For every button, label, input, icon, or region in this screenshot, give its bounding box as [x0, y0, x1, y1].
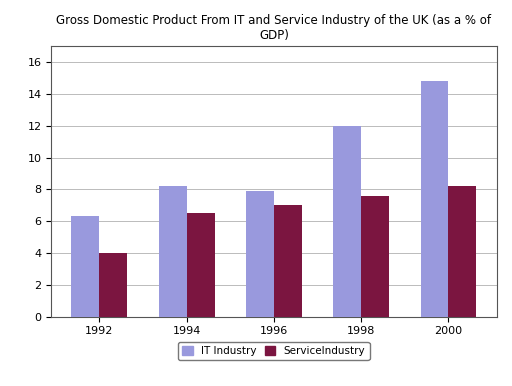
Bar — [420, 81, 449, 317]
Bar — [333, 126, 361, 317]
Bar — [274, 205, 302, 317]
Title: Gross Domestic Product From IT and Service Industry of the UK (as a % of
GDP): Gross Domestic Product From IT and Servi… — [56, 14, 492, 42]
Bar — [187, 213, 215, 317]
Legend: IT Industry, ServiceIndustry: IT Industry, ServiceIndustry — [178, 342, 370, 360]
Bar — [246, 191, 274, 317]
Bar — [361, 196, 389, 317]
Bar — [159, 186, 187, 317]
Bar — [449, 186, 476, 317]
Bar — [72, 217, 99, 317]
Bar — [99, 253, 127, 317]
